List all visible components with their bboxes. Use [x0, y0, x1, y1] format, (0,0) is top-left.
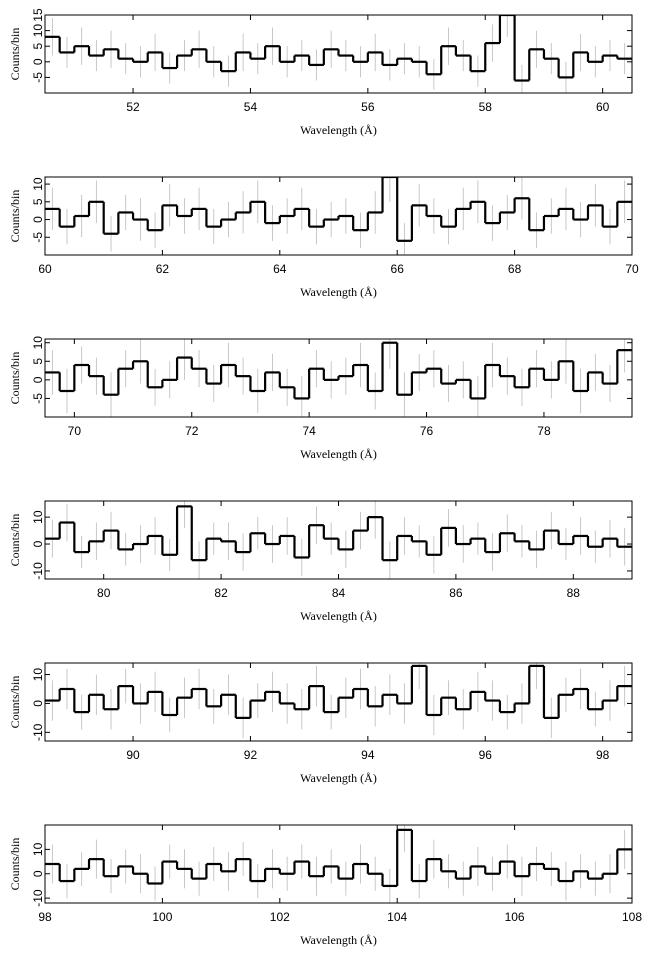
x-tick-label: 60 [596, 100, 610, 114]
x-tick-label: 108 [622, 910, 642, 924]
x-tick-label: 74 [302, 424, 316, 438]
panel: 98 100 102 104 106 108 -10 0 10 Wavelength (Å) Cou… [8, 824, 642, 947]
axes-frame [44, 338, 633, 418]
x-tick-label: 66 [391, 262, 405, 276]
x-axis-label: Wavelength (Å) [300, 933, 377, 947]
x-tick-label: 52 [126, 100, 140, 114]
y-tick-label: 15 [31, 8, 45, 22]
x-tick-label: 98 [38, 910, 52, 924]
y-tick-label: 0 [31, 870, 45, 877]
x-axis-label: Wavelength (Å) [300, 447, 377, 461]
x-tick-label: 64 [273, 262, 287, 276]
x-tick-label: 92 [244, 748, 258, 762]
x-tick-label: 68 [508, 262, 522, 276]
plot-area [45, 339, 632, 417]
y-tick-label: 0 [31, 376, 45, 383]
y-tick-label: 5 [31, 43, 45, 50]
y-tick-label: -5 [31, 393, 45, 404]
y-tick-label: -10 [31, 723, 45, 741]
plot-area [45, 177, 632, 255]
y-axis-label: Counts/bin [8, 838, 22, 891]
y-tick-label: 5 [31, 198, 45, 205]
x-tick-label: 78 [537, 424, 551, 438]
x-tick-label: 86 [449, 586, 463, 600]
y-tick-label: 10 [31, 24, 45, 38]
x-tick-label: 56 [361, 100, 375, 114]
y-axis-label: Counts/bin [8, 676, 22, 729]
plot-area [45, 15, 632, 93]
y-tick-label: -5 [31, 72, 45, 83]
x-tick-label: 72 [185, 424, 199, 438]
y-axis-label: Counts/bin [8, 190, 22, 243]
panel: 70 72 74 76 78 -5 0 5 10 Wavelength (Å) Counts/bin [8, 336, 633, 461]
y-axis-label: Counts/bin [8, 28, 22, 81]
y-tick-label: -10 [31, 562, 45, 580]
x-tick-label: 60 [38, 262, 52, 276]
x-tick-label: 54 [244, 100, 258, 114]
plot-area [45, 501, 632, 579]
x-tick-label: 88 [567, 586, 581, 600]
x-axis-label: Wavelength (Å) [300, 771, 377, 785]
y-tick-label: 0 [31, 216, 45, 223]
panel: 60 62 64 66 68 70 -5 0 5 10 Wavelength (Å) Counts/b… [8, 176, 639, 299]
x-tick-label: 98 [596, 748, 610, 762]
x-tick-label: 102 [270, 910, 290, 924]
axes-frame [44, 176, 633, 256]
y-tick-label: 0 [31, 540, 45, 547]
y-tick-label: -5 [31, 232, 45, 243]
x-tick-label: 70 [68, 424, 82, 438]
panel: 52 54 56 58 60 -5 0 5 10 15 Wavelength (Å) Counts/b… [8, 8, 633, 137]
x-tick-label: 96 [479, 748, 493, 762]
y-tick-label: -10 [31, 889, 45, 907]
y-tick-label: 0 [31, 58, 45, 65]
x-tick-label: 82 [214, 586, 228, 600]
x-axis-label: Wavelength (Å) [300, 123, 377, 137]
x-axis-label: Wavelength (Å) [300, 609, 377, 623]
y-tick-label: 10 [31, 668, 45, 682]
axes-frame [44, 14, 633, 94]
y-tick-label: 10 [31, 842, 45, 856]
x-tick-label: 70 [625, 262, 639, 276]
panel: 80 82 84 86 88 -10 0 10 Wavelength (Å) Counts/bin [8, 500, 633, 623]
x-tick-label: 106 [505, 910, 525, 924]
x-tick-label: 100 [152, 910, 172, 924]
y-tick-label: 10 [31, 177, 45, 191]
y-axis-label: Counts/bin [8, 352, 22, 405]
y-tick-label: 5 [31, 358, 45, 365]
panel: 90 92 94 96 98 -10 0 10 Wavelength (Å) Counts/bin [8, 662, 633, 785]
x-tick-label: 58 [479, 100, 493, 114]
x-tick-label: 62 [156, 262, 170, 276]
y-tick-label: 10 [31, 510, 45, 524]
axes-frame [44, 824, 633, 904]
plot-area [45, 825, 632, 903]
x-tick-label: 94 [361, 748, 375, 762]
x-tick-label: 90 [126, 748, 140, 762]
axes-frame [44, 662, 633, 742]
y-axis-label: Counts/bin [8, 514, 22, 567]
y-tick-label: 10 [31, 336, 45, 350]
y-tick-label: 0 [31, 700, 45, 707]
x-tick-label: 76 [420, 424, 434, 438]
x-tick-label: 84 [332, 586, 346, 600]
x-tick-label: 80 [97, 586, 111, 600]
x-axis-label: Wavelength (Å) [300, 285, 377, 299]
plot-area [45, 663, 632, 739]
x-tick-label: 104 [387, 910, 407, 924]
